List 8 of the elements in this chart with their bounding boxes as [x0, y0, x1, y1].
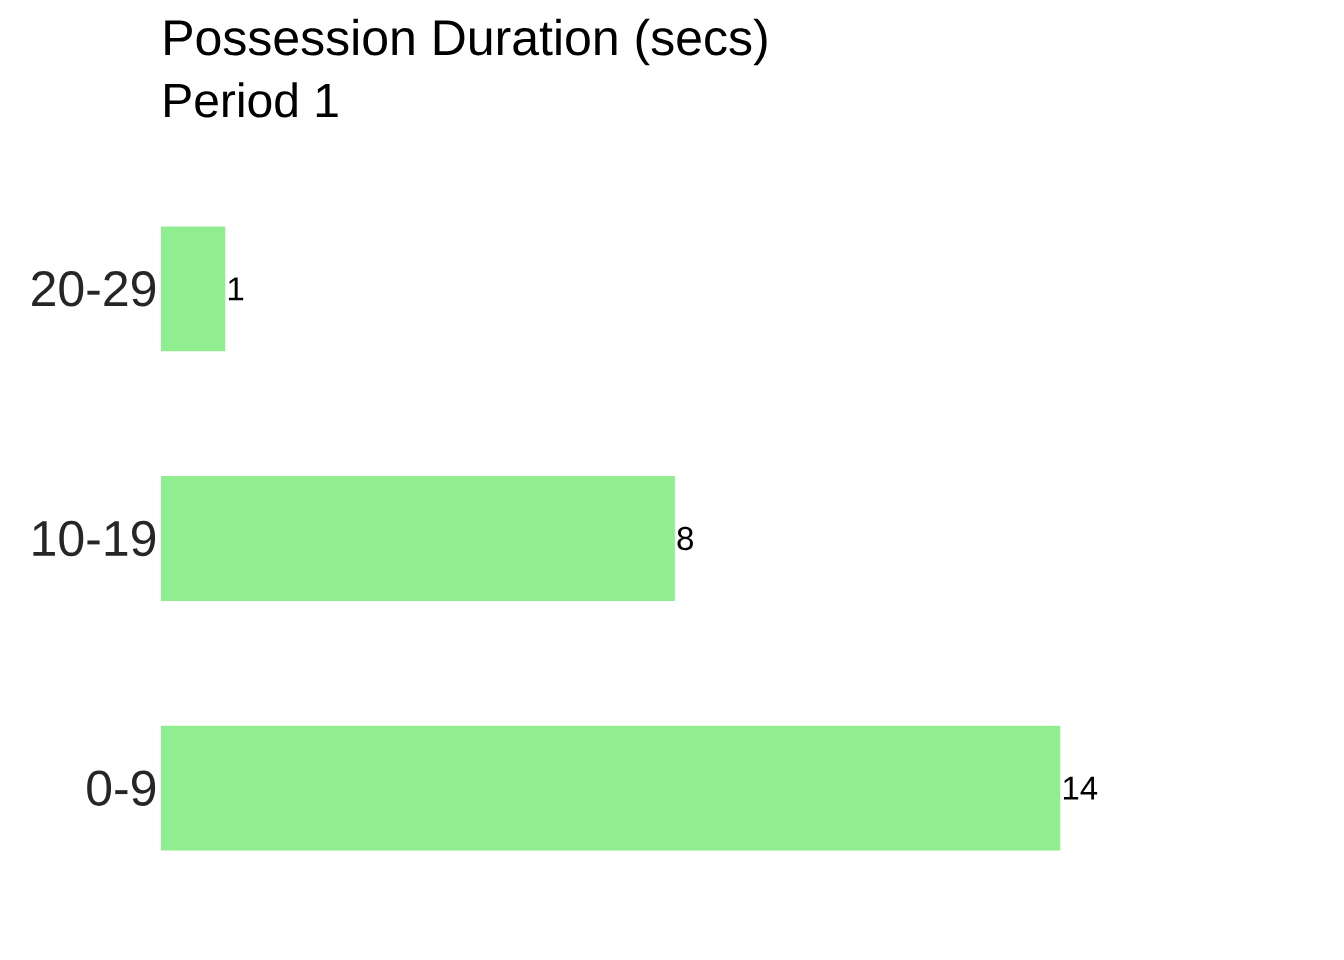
y-tick-label: 0-9: [87, 770, 156, 806]
data-label: 14: [1063, 776, 1098, 800]
data-label: 1: [228, 277, 244, 301]
y-tick-label: 20-29: [32, 271, 156, 307]
chart-subtitle: Period 1: [165, 82, 338, 118]
chart-title: Possession Duration (secs): [165, 18, 767, 66]
data-label: 8: [677, 526, 693, 551]
y-tick-label: 10-19: [33, 520, 156, 557]
